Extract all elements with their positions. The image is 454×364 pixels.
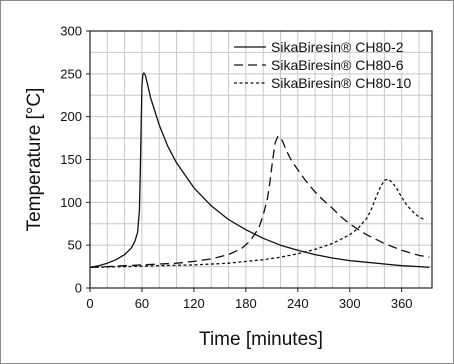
y-tick-label: 100 [60,195,82,210]
series-lines [89,72,430,269]
legend: SikaBiresin® CH80-2 SikaBiresin® CH80-6 Si… [234,39,411,91]
y-tick-label: 200 [60,109,82,124]
x-tick-label: 360 [391,296,413,311]
y-axis-label: Temperature [°C] [24,88,45,232]
x-tick-label: 300 [339,296,361,311]
x-tick-label: 240 [287,296,309,311]
x-tick-label: 120 [183,296,205,311]
x-tick-label: 60 [135,296,149,311]
y-tick-label: 250 [60,66,82,81]
y-tick-label: 150 [60,152,82,167]
series-line-3 [89,178,425,269]
ticks: 0 60 120 180 240 300 360 0 50 100 150 200 250 300 [60,24,412,312]
x-tick-label: 180 [235,296,257,311]
y-tick-label: 0 [75,281,82,296]
x-axis-label: Time [minutes] [199,329,323,350]
x-tick-label: 0 [86,296,93,311]
legend-label: SikaBiresin® CH80-6 [271,57,404,73]
y-tick-label: 300 [60,24,82,39]
legend-label: SikaBiresin® CH80-10 [271,75,411,91]
legend-label: SikaBiresin® CH80-2 [271,39,404,55]
y-tick-label: 50 [68,238,82,253]
series-line-1 [89,72,430,269]
grid [90,31,432,288]
series-line-2 [89,135,430,269]
